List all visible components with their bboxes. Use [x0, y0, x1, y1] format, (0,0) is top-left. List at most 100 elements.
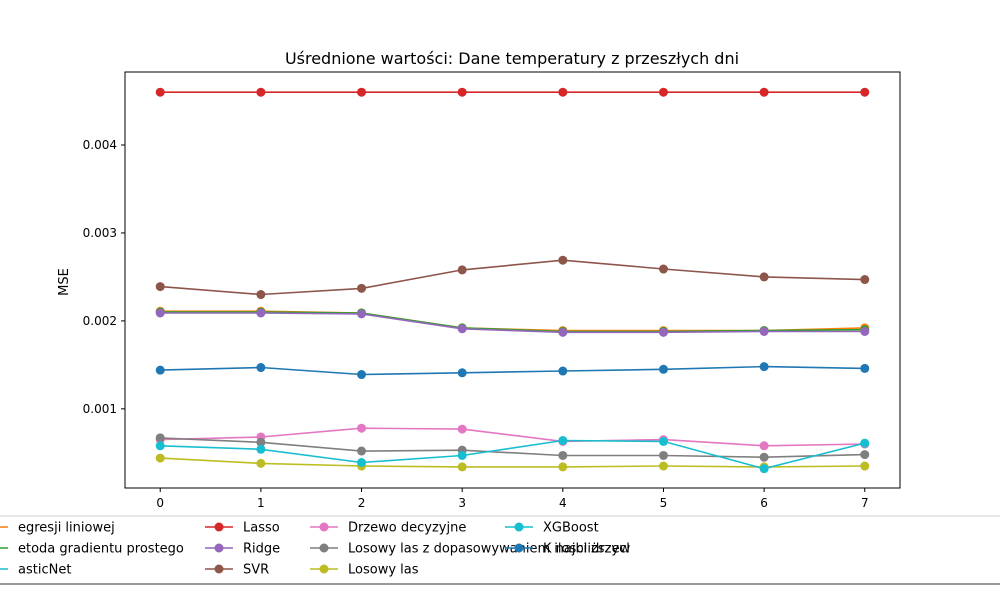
x-tick-label: 2: [358, 496, 366, 510]
y-tick-label: 0.004: [83, 138, 117, 152]
series-line: [160, 312, 865, 334]
series-line: [160, 427, 865, 447]
legend-item: etoda gradientu prostego: [0, 542, 184, 557]
data-point: [658, 264, 668, 274]
y-tick-label: 0.002: [83, 314, 117, 328]
data-point: [457, 368, 467, 378]
y-axis-label: MSE: [57, 268, 72, 296]
legend-swatch-marker: [319, 522, 329, 532]
legend-label: K najbliższycl: [543, 542, 630, 557]
legend-item: Drzewo decyzyjne: [310, 521, 466, 536]
data-point: [658, 436, 668, 446]
series-line: [160, 457, 865, 468]
data-point: [759, 362, 769, 372]
data-point: [155, 453, 165, 463]
legend-label: Ridge: [243, 542, 280, 557]
x-tick-label: 1: [257, 496, 265, 510]
data-point: [759, 441, 769, 451]
data-point: [558, 366, 568, 376]
data-point: [457, 450, 467, 460]
data-point: [357, 283, 367, 293]
x-axis: 0 1 2 3 4 5 6 7: [156, 488, 869, 510]
data-point: [155, 282, 165, 292]
data-point: [759, 272, 769, 282]
plot-area: [124, 71, 901, 489]
data-point: [256, 87, 266, 97]
legend-label: Drzewo decyzyjne: [348, 521, 466, 536]
series-ridge: [155, 308, 870, 337]
data-point: [357, 87, 367, 97]
data-point: [860, 326, 870, 336]
data-point: [658, 450, 668, 460]
data-point: [155, 308, 165, 318]
legend-item: Ridge: [205, 542, 280, 557]
data-point: [658, 327, 668, 337]
data-point: [558, 255, 568, 265]
data-point: [860, 450, 870, 460]
x-tick-label: 6: [760, 496, 768, 510]
series-xgboost: [155, 436, 870, 474]
series-line: [160, 439, 865, 470]
data-point: [759, 464, 769, 474]
legend-label: asticNet: [18, 563, 71, 578]
legend-swatch-marker: [214, 564, 224, 574]
data-point: [457, 424, 467, 434]
x-tick-label: 7: [861, 496, 869, 510]
series-k-najbli-szych-s-siad-w: [155, 362, 870, 380]
data-point: [357, 370, 367, 380]
legend-item: Lasso: [205, 521, 280, 536]
legend-swatch-marker: [514, 522, 524, 532]
data-point: [256, 308, 266, 318]
data-point: [860, 275, 870, 285]
data-point: [558, 87, 568, 97]
legend-label: XGBoost: [543, 521, 599, 536]
legend-swatch-marker: [319, 543, 329, 553]
series-line: [160, 437, 865, 459]
x-tick-label: 4: [559, 496, 567, 510]
y-axis: 0.001 0.002 0.003 0.004: [83, 138, 125, 416]
data-point: [457, 87, 467, 97]
data-point: [457, 324, 467, 334]
data-point: [658, 87, 668, 97]
legend-item: XGBoost: [505, 521, 599, 536]
data-point: [658, 461, 668, 471]
data-point: [759, 326, 769, 336]
y-tick-label: 0.001: [83, 402, 117, 416]
legend-swatch-marker: [319, 564, 329, 574]
data-point: [155, 441, 165, 451]
y-tick-label: 0.003: [83, 226, 117, 240]
series-lasso: [155, 87, 870, 97]
data-point: [256, 290, 266, 300]
legend-label: etoda gradientu prostego: [18, 542, 184, 557]
data-point: [860, 461, 870, 471]
legend-swatch-marker: [214, 543, 224, 553]
data-point: [357, 446, 367, 456]
data-point: [759, 87, 769, 97]
legend-label: Losowy las z dopasowywaniem ilosci drzew: [348, 542, 631, 557]
data-point: [357, 423, 367, 433]
data-point: [155, 87, 165, 97]
legend-item: Losowy las: [310, 563, 419, 578]
data-point: [457, 462, 467, 472]
data-point: [357, 457, 367, 467]
legend: egresji liniowej etoda gradientu prostego…: [0, 515, 1000, 585]
legend-item: Losowy las z dopasowywaniem ilosci drzew: [310, 542, 631, 557]
x-tick-label: 5: [660, 496, 668, 510]
data-point: [558, 450, 568, 460]
legend-swatch-marker: [214, 522, 224, 532]
chart-title: Uśrednione wartości: Dane temperatury z …: [285, 49, 739, 68]
series-layer: [155, 87, 870, 474]
data-point: [860, 438, 870, 448]
legend-item: egresji liniowej: [0, 521, 115, 536]
data-point: [256, 458, 266, 468]
legend-label: egresji liniowej: [18, 521, 115, 536]
data-point: [256, 363, 266, 373]
series-line: [160, 311, 865, 333]
legend-item: SVR: [205, 563, 269, 578]
series-svr: [155, 255, 870, 300]
data-point: [558, 327, 568, 337]
data-point: [357, 309, 367, 319]
x-tick-label: 0: [156, 496, 164, 510]
